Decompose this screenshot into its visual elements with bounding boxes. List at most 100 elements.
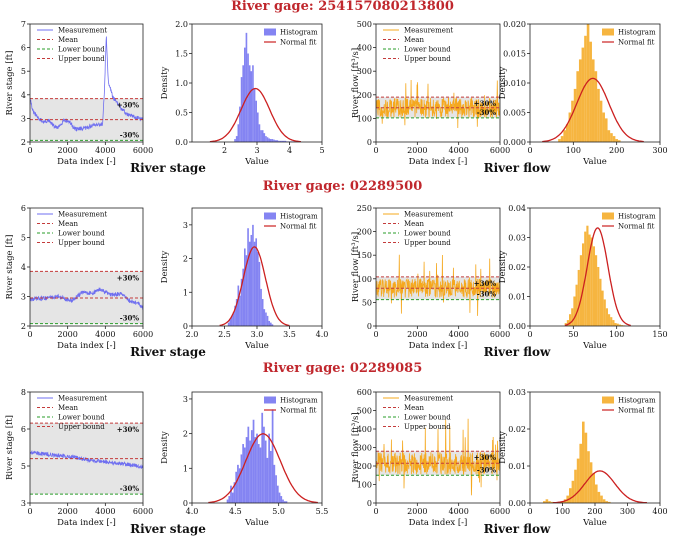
minus-30-label: -30% (477, 108, 497, 117)
x-axis-label: Data index [-] (409, 518, 468, 528)
plot-area (219, 224, 290, 326)
plot-area (564, 225, 631, 326)
histogram-bar (600, 495, 603, 503)
legend: Histogram Normal fit (602, 28, 656, 47)
histogram-bar (602, 499, 606, 503)
histogram-bar (266, 457, 269, 503)
y-tick-label: 50 (362, 298, 372, 307)
legend: Histogram Normal fit (602, 396, 656, 415)
histogram-bar (245, 255, 248, 326)
y-tick-label: 3 (183, 221, 188, 230)
y-tick-label: 3 (21, 499, 26, 508)
y-axis-label: River stage [ft] (5, 235, 15, 300)
y-tick-label: 0.01 (508, 293, 526, 302)
y-tick-label: 0 (367, 499, 372, 508)
legend-label: Mean (58, 36, 78, 44)
normal-fit-curve (208, 433, 318, 503)
x-axis-label: Value (582, 518, 607, 528)
histogram-bar (566, 320, 569, 326)
y-axis-label: Density (498, 250, 508, 283)
legend: Histogram Normal fit (602, 212, 656, 231)
histogram-bar (608, 314, 611, 326)
y-axis-label: Density (160, 66, 170, 99)
x-tick-label: 6000 (490, 507, 510, 516)
axes-frame (375, 207, 501, 327)
histogram-bar (270, 322, 272, 326)
histogram-bar (283, 140, 285, 142)
plot-area (209, 32, 301, 142)
histogram-bar (257, 444, 260, 503)
y-tick-label: 600 (357, 388, 372, 397)
histogram-bar (235, 136, 238, 142)
legend-label: Upper bound (58, 55, 105, 63)
histogram-bar (621, 325, 624, 326)
histogram-bar (595, 484, 598, 503)
legend-label: Measurement (58, 211, 107, 219)
x-axis-label: Value (582, 157, 607, 167)
histogram-bar (605, 501, 608, 503)
y-tick-label: 6 (21, 44, 26, 53)
normal-fit-curve (219, 246, 290, 326)
panel-hist-flow: Histogram Normal fit 0 100 200 300 0.000 0.005 0… (498, 20, 668, 167)
section-label: River flow (484, 522, 551, 536)
y-tick-label: 0.015 (503, 50, 526, 59)
histogram-bar (266, 137, 269, 142)
y-tick-label: 3 (183, 395, 188, 404)
histogram-bar (268, 320, 270, 326)
legend: Histogram Normal fit (264, 28, 318, 47)
x-tick-label: 5.0 (272, 507, 285, 516)
histogram-bar (578, 59, 582, 142)
x-tick-label: 4.0 (316, 330, 329, 339)
legend-label: Lower bound (58, 46, 105, 54)
histogram-bar (260, 288, 262, 326)
histogram-bar (261, 299, 264, 326)
y-tick-label: 5 (21, 234, 26, 243)
histogram-bar (617, 140, 621, 142)
histogram-bar (240, 454, 243, 503)
histogram-bar (612, 136, 616, 142)
histogram-bar (244, 248, 246, 326)
legend: Histogram Normal fit (264, 212, 318, 231)
plus-30-label: +30% (474, 453, 497, 462)
histogram-bar (237, 124, 240, 142)
histogram-bar (588, 234, 591, 326)
minus-30-label: -30% (120, 314, 140, 323)
legend-label: Histogram (280, 213, 318, 221)
histogram-bar (274, 140, 277, 142)
histogram-bar (597, 267, 600, 326)
histogram-bar (248, 65, 251, 142)
histogram-bar (586, 24, 590, 142)
normal-fit-curve (564, 227, 631, 326)
y-tick-label: 2 (183, 430, 188, 439)
plot-area (30, 270, 143, 325)
y-tick-label: 0.010 (503, 79, 526, 88)
x-tick-label: 6000 (133, 330, 153, 339)
histogram-bar (244, 47, 246, 142)
histogram-bar (266, 315, 269, 326)
histogram-bar (545, 499, 549, 503)
plot-area (376, 254, 500, 316)
y-tick-label: 400 (357, 425, 372, 434)
x-tick-label: 50 (568, 330, 578, 339)
histogram-bar (242, 268, 244, 326)
histogram-bar (231, 492, 234, 503)
x-tick-label: 200 (587, 507, 602, 516)
panel-hist-stage: Histogram Normal fit 2.0 2.5 3.0 3.5 4.0 0 1 2 3 Va… (160, 207, 329, 351)
legend-label: Mean (58, 220, 78, 228)
histogram-bar (571, 308, 574, 326)
x-tick-label: 300 (620, 507, 635, 516)
x-tick-label: 4000 (448, 146, 468, 155)
x-tick-label: 4000 (95, 146, 115, 155)
y-tick-label: 3 (21, 293, 26, 302)
histogram-bar (268, 433, 270, 503)
histogram-bar (579, 443, 582, 503)
legend-label: Normal fit (618, 39, 655, 47)
legend-label: Upper bound (58, 423, 105, 431)
x-tick-label: 300 (652, 146, 667, 155)
y-tick-label: 5 (21, 67, 26, 76)
histogram-bar (245, 32, 248, 142)
histogram-bar (571, 480, 575, 503)
